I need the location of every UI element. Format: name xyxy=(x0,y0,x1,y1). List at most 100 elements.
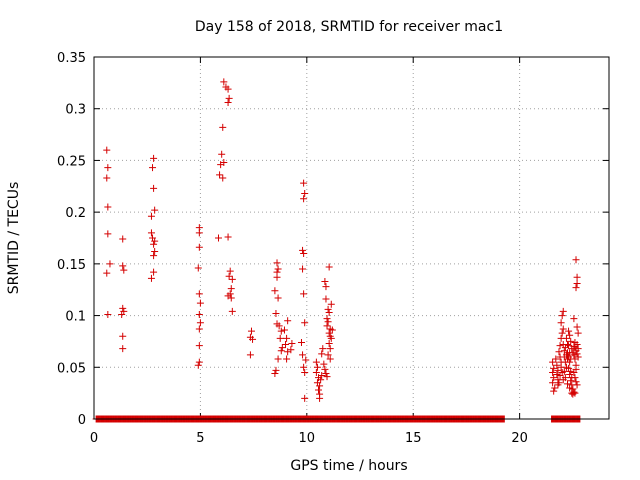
data-point xyxy=(549,368,557,376)
y-tick-label: 0.1 xyxy=(65,310,86,325)
data-point xyxy=(214,234,222,242)
data-point xyxy=(555,348,563,356)
x-tick-label: 10 xyxy=(299,431,316,446)
y-tick-label: 0.2 xyxy=(65,206,86,221)
data-point xyxy=(228,275,236,283)
x-tick-label: 0 xyxy=(90,431,98,446)
data-point xyxy=(550,387,558,395)
data-point xyxy=(278,344,286,352)
data-point xyxy=(280,326,288,334)
data-point xyxy=(325,339,333,347)
data-point xyxy=(326,355,334,363)
data-point xyxy=(217,161,225,169)
data-point xyxy=(325,329,333,337)
data-point xyxy=(147,212,155,220)
data-point xyxy=(550,374,558,382)
data-point xyxy=(119,262,127,270)
data-point xyxy=(573,350,581,358)
data-point xyxy=(573,381,581,389)
data-point xyxy=(277,347,285,355)
data-point xyxy=(299,246,307,254)
data-point xyxy=(573,323,581,331)
data-point xyxy=(297,338,305,346)
data-point xyxy=(573,280,581,288)
data-point xyxy=(150,268,158,276)
data-point xyxy=(301,368,309,376)
data-point xyxy=(274,294,282,302)
data-point xyxy=(147,229,155,237)
data-point xyxy=(574,353,582,361)
data-point xyxy=(104,203,112,211)
data-point xyxy=(301,319,309,327)
data-point xyxy=(320,360,328,368)
data-point xyxy=(559,325,567,333)
data-point xyxy=(556,372,564,380)
data-point xyxy=(119,345,127,353)
y-axis-ticks: 0 0.05 0.1 0.15 0.2 0.25 0.3 0.35 xyxy=(57,51,609,428)
y-tick-label: 0.15 xyxy=(57,258,86,273)
data-point xyxy=(300,363,308,371)
data-point xyxy=(567,367,575,375)
data-point xyxy=(574,345,582,353)
data-point xyxy=(195,290,203,298)
data-point xyxy=(283,334,291,342)
data-point xyxy=(553,361,561,369)
data-point xyxy=(552,355,560,363)
data-point xyxy=(549,379,557,387)
data-point xyxy=(557,319,565,327)
data-point xyxy=(567,377,575,385)
data-point xyxy=(312,358,320,366)
data-point xyxy=(225,94,233,102)
data-point xyxy=(219,174,227,182)
data-point xyxy=(195,325,203,333)
data-point xyxy=(288,339,296,347)
data-point xyxy=(299,265,307,273)
data-point xyxy=(150,154,158,162)
data-point xyxy=(274,265,282,273)
data-point xyxy=(566,384,574,392)
data-point xyxy=(104,164,112,172)
data-point xyxy=(271,287,279,295)
data-point xyxy=(228,307,236,315)
data-point xyxy=(195,358,203,366)
data-point xyxy=(150,252,158,260)
data-point xyxy=(570,343,578,351)
data-point xyxy=(151,237,159,245)
chart-title: Day 158 of 2018, SRMTID for receiver mac… xyxy=(195,19,503,35)
data-point xyxy=(302,356,310,364)
data-point xyxy=(247,327,255,335)
data-point xyxy=(556,342,564,350)
x-tick-label: 15 xyxy=(405,431,422,446)
data-point xyxy=(570,351,578,359)
data-point xyxy=(325,263,333,271)
data-point xyxy=(227,285,235,293)
data-point xyxy=(571,374,579,382)
data-point xyxy=(313,363,321,371)
data-point xyxy=(147,274,155,282)
data-point xyxy=(325,308,333,316)
data-point xyxy=(564,380,572,388)
data-point xyxy=(218,150,226,158)
data-points xyxy=(92,78,584,423)
data-point xyxy=(321,277,329,285)
data-point xyxy=(558,312,566,320)
data-point xyxy=(554,366,562,374)
data-point xyxy=(315,386,323,394)
data-point xyxy=(226,267,234,275)
data-point xyxy=(150,240,158,248)
data-point xyxy=(321,365,329,373)
data-point xyxy=(219,123,227,131)
data-point xyxy=(249,335,257,343)
data-point xyxy=(195,243,203,251)
data-point xyxy=(560,367,568,375)
data-point xyxy=(327,334,335,342)
data-point xyxy=(324,351,332,359)
data-point xyxy=(151,206,159,214)
data-point xyxy=(571,338,579,346)
data-point xyxy=(227,294,235,302)
data-point xyxy=(327,300,335,308)
y-tick-label: 0.05 xyxy=(57,361,86,376)
data-point xyxy=(196,319,204,327)
data-point xyxy=(195,311,203,319)
data-point xyxy=(318,372,326,380)
